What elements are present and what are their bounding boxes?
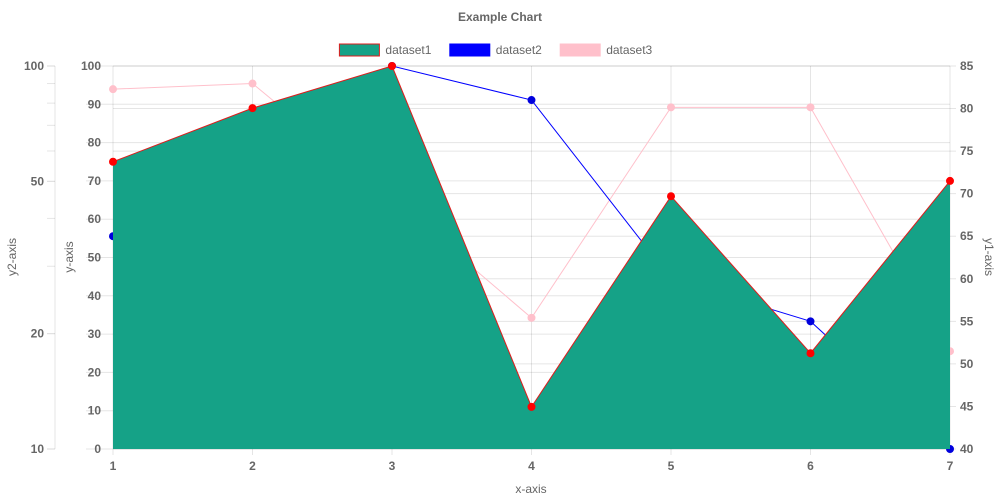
axes: 0102030405060708090100404550556065707580… [24, 59, 974, 473]
legend-item-dataset2[interactable]: dataset2 [449, 43, 542, 57]
y-tick-label: 0 [94, 442, 101, 456]
y1-tick-label: 80 [960, 102, 974, 116]
legend-swatch [449, 43, 491, 57]
y1-tick-label: 85 [960, 59, 974, 73]
y1-tick-label: 75 [960, 144, 974, 158]
legend-item-dataset1[interactable]: dataset1 [338, 43, 432, 57]
y2-tick-label: 10 [31, 442, 45, 456]
y1-tick-label: 50 [960, 357, 974, 371]
x-tick-label: 6 [807, 459, 814, 473]
y-tick-label: 30 [88, 327, 102, 341]
series-layer [109, 62, 954, 453]
y-tick-label: 50 [88, 251, 102, 265]
dataset1-point[interactable] [806, 349, 815, 358]
dataset1-point[interactable] [946, 176, 954, 185]
y1-tick-label: 70 [960, 187, 974, 201]
y1-tick-label: 55 [960, 314, 974, 328]
legend-label: dataset3 [606, 43, 652, 57]
y-tick-label: 90 [88, 97, 102, 111]
legend-label: dataset1 [385, 43, 431, 57]
x-axis-title: x-axis [515, 482, 546, 496]
dataset3-point[interactable] [527, 313, 536, 322]
x-tick-label: 1 [110, 459, 117, 473]
dataset3-point[interactable] [806, 103, 815, 112]
legend-swatch [559, 43, 601, 57]
y2-tick-label: 20 [31, 327, 45, 341]
y1-tick-label: 40 [960, 442, 974, 456]
x-tick-label: 3 [389, 459, 396, 473]
y-axis-title: y-axis [62, 241, 76, 272]
dataset3-point[interactable] [667, 103, 675, 112]
y2-tick-label: 50 [31, 174, 45, 188]
dataset2-point[interactable] [527, 96, 536, 105]
y-tick-label: 70 [88, 174, 102, 188]
y-tick-label: 40 [88, 289, 102, 303]
legend[interactable]: dataset1 dataset2 dataset3 [338, 43, 653, 57]
y1-tick-label: 65 [960, 229, 974, 243]
x-tick-label: 2 [249, 459, 256, 473]
y2-tick-label: 100 [24, 59, 44, 73]
dataset1-point[interactable] [527, 402, 536, 411]
legend-swatch [338, 43, 380, 57]
dataset1-point[interactable] [248, 104, 257, 113]
dataset2-point[interactable] [806, 317, 815, 326]
dataset1-point[interactable] [388, 62, 396, 70]
dataset1-point[interactable] [667, 192, 675, 201]
series-dataset1 [109, 62, 954, 449]
y-tick-label: 10 [88, 404, 102, 418]
x-tick-label: 5 [668, 459, 675, 473]
y-tick-label: 60 [88, 212, 102, 226]
dataset1-point[interactable] [109, 157, 117, 166]
y-tick-label: 80 [88, 136, 102, 150]
dataset3-point[interactable] [248, 79, 257, 88]
y2-axis-title: y2-axis [5, 238, 19, 276]
y1-axis-title: y1-axis [982, 238, 996, 276]
legend-label: dataset2 [496, 43, 542, 57]
y1-tick-label: 45 [960, 399, 974, 413]
chart-title: Example Chart [458, 10, 542, 24]
x-tick-label: 4 [528, 459, 535, 473]
y1-tick-label: 60 [960, 272, 974, 286]
y-tick-label: 100 [81, 59, 101, 73]
x-tick-label: 7 [947, 459, 954, 473]
y-tick-label: 20 [88, 365, 102, 379]
dataset1-area [113, 66, 950, 449]
legend-item-dataset3[interactable]: dataset3 [559, 43, 653, 57]
dataset3-point[interactable] [109, 85, 117, 94]
